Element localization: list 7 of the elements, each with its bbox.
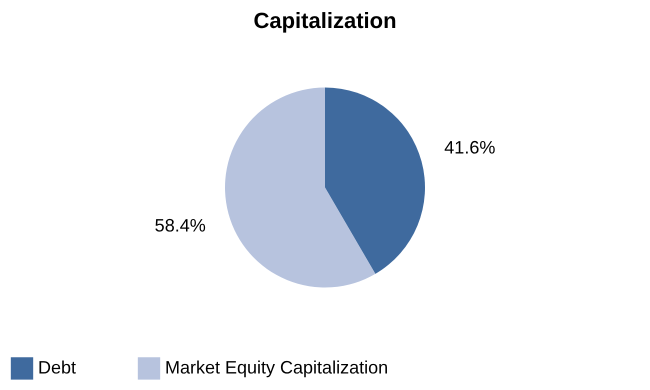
pie-slice: [225, 88, 376, 288]
pie-slice: [325, 88, 425, 274]
data-label: 41.6%: [444, 137, 496, 158]
legend-label: Debt: [38, 357, 76, 378]
chart-title: Capitalization: [253, 8, 397, 33]
data-label: 58.4%: [154, 216, 206, 236]
legend-label: Market Equity Capitalization: [165, 357, 388, 378]
